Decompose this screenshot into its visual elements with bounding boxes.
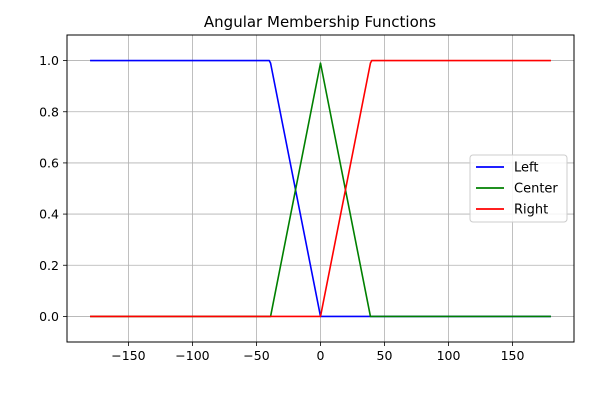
- y-tick-label: 0.8: [39, 104, 59, 119]
- x-tick-label: 0: [317, 348, 325, 363]
- x-tick-label: −50: [243, 348, 269, 363]
- y-tick-label: 0.6: [39, 155, 59, 170]
- chart-title: Angular Membership Functions: [204, 13, 436, 31]
- y-tick-label: 0.0: [39, 309, 59, 324]
- y-tick-label: 0.2: [39, 258, 59, 273]
- legend-label-center: Center: [514, 182, 558, 197]
- y-tick-label: 1.0: [39, 53, 59, 68]
- x-tick-label: −100: [175, 348, 209, 363]
- y-tick-label: 0.4: [39, 207, 59, 222]
- series-lines: [90, 59, 551, 318]
- legend: Left Center Right: [469, 154, 568, 223]
- legend-label-right: Right: [514, 203, 548, 218]
- x-tick-label: 100: [437, 348, 461, 363]
- series-line-right: [90, 59, 551, 318]
- x-tick-label: 50: [377, 348, 393, 363]
- legend-box: [469, 154, 568, 223]
- x-tick-label: 150: [501, 348, 525, 363]
- axis-ticks: −150 −100 −50 0 50 100 150 0.0 0.2 0.4 0.6 0.8 1.0: [39, 53, 524, 363]
- legend-label-left: Left: [514, 161, 538, 176]
- x-tick-label: −150: [111, 348, 145, 363]
